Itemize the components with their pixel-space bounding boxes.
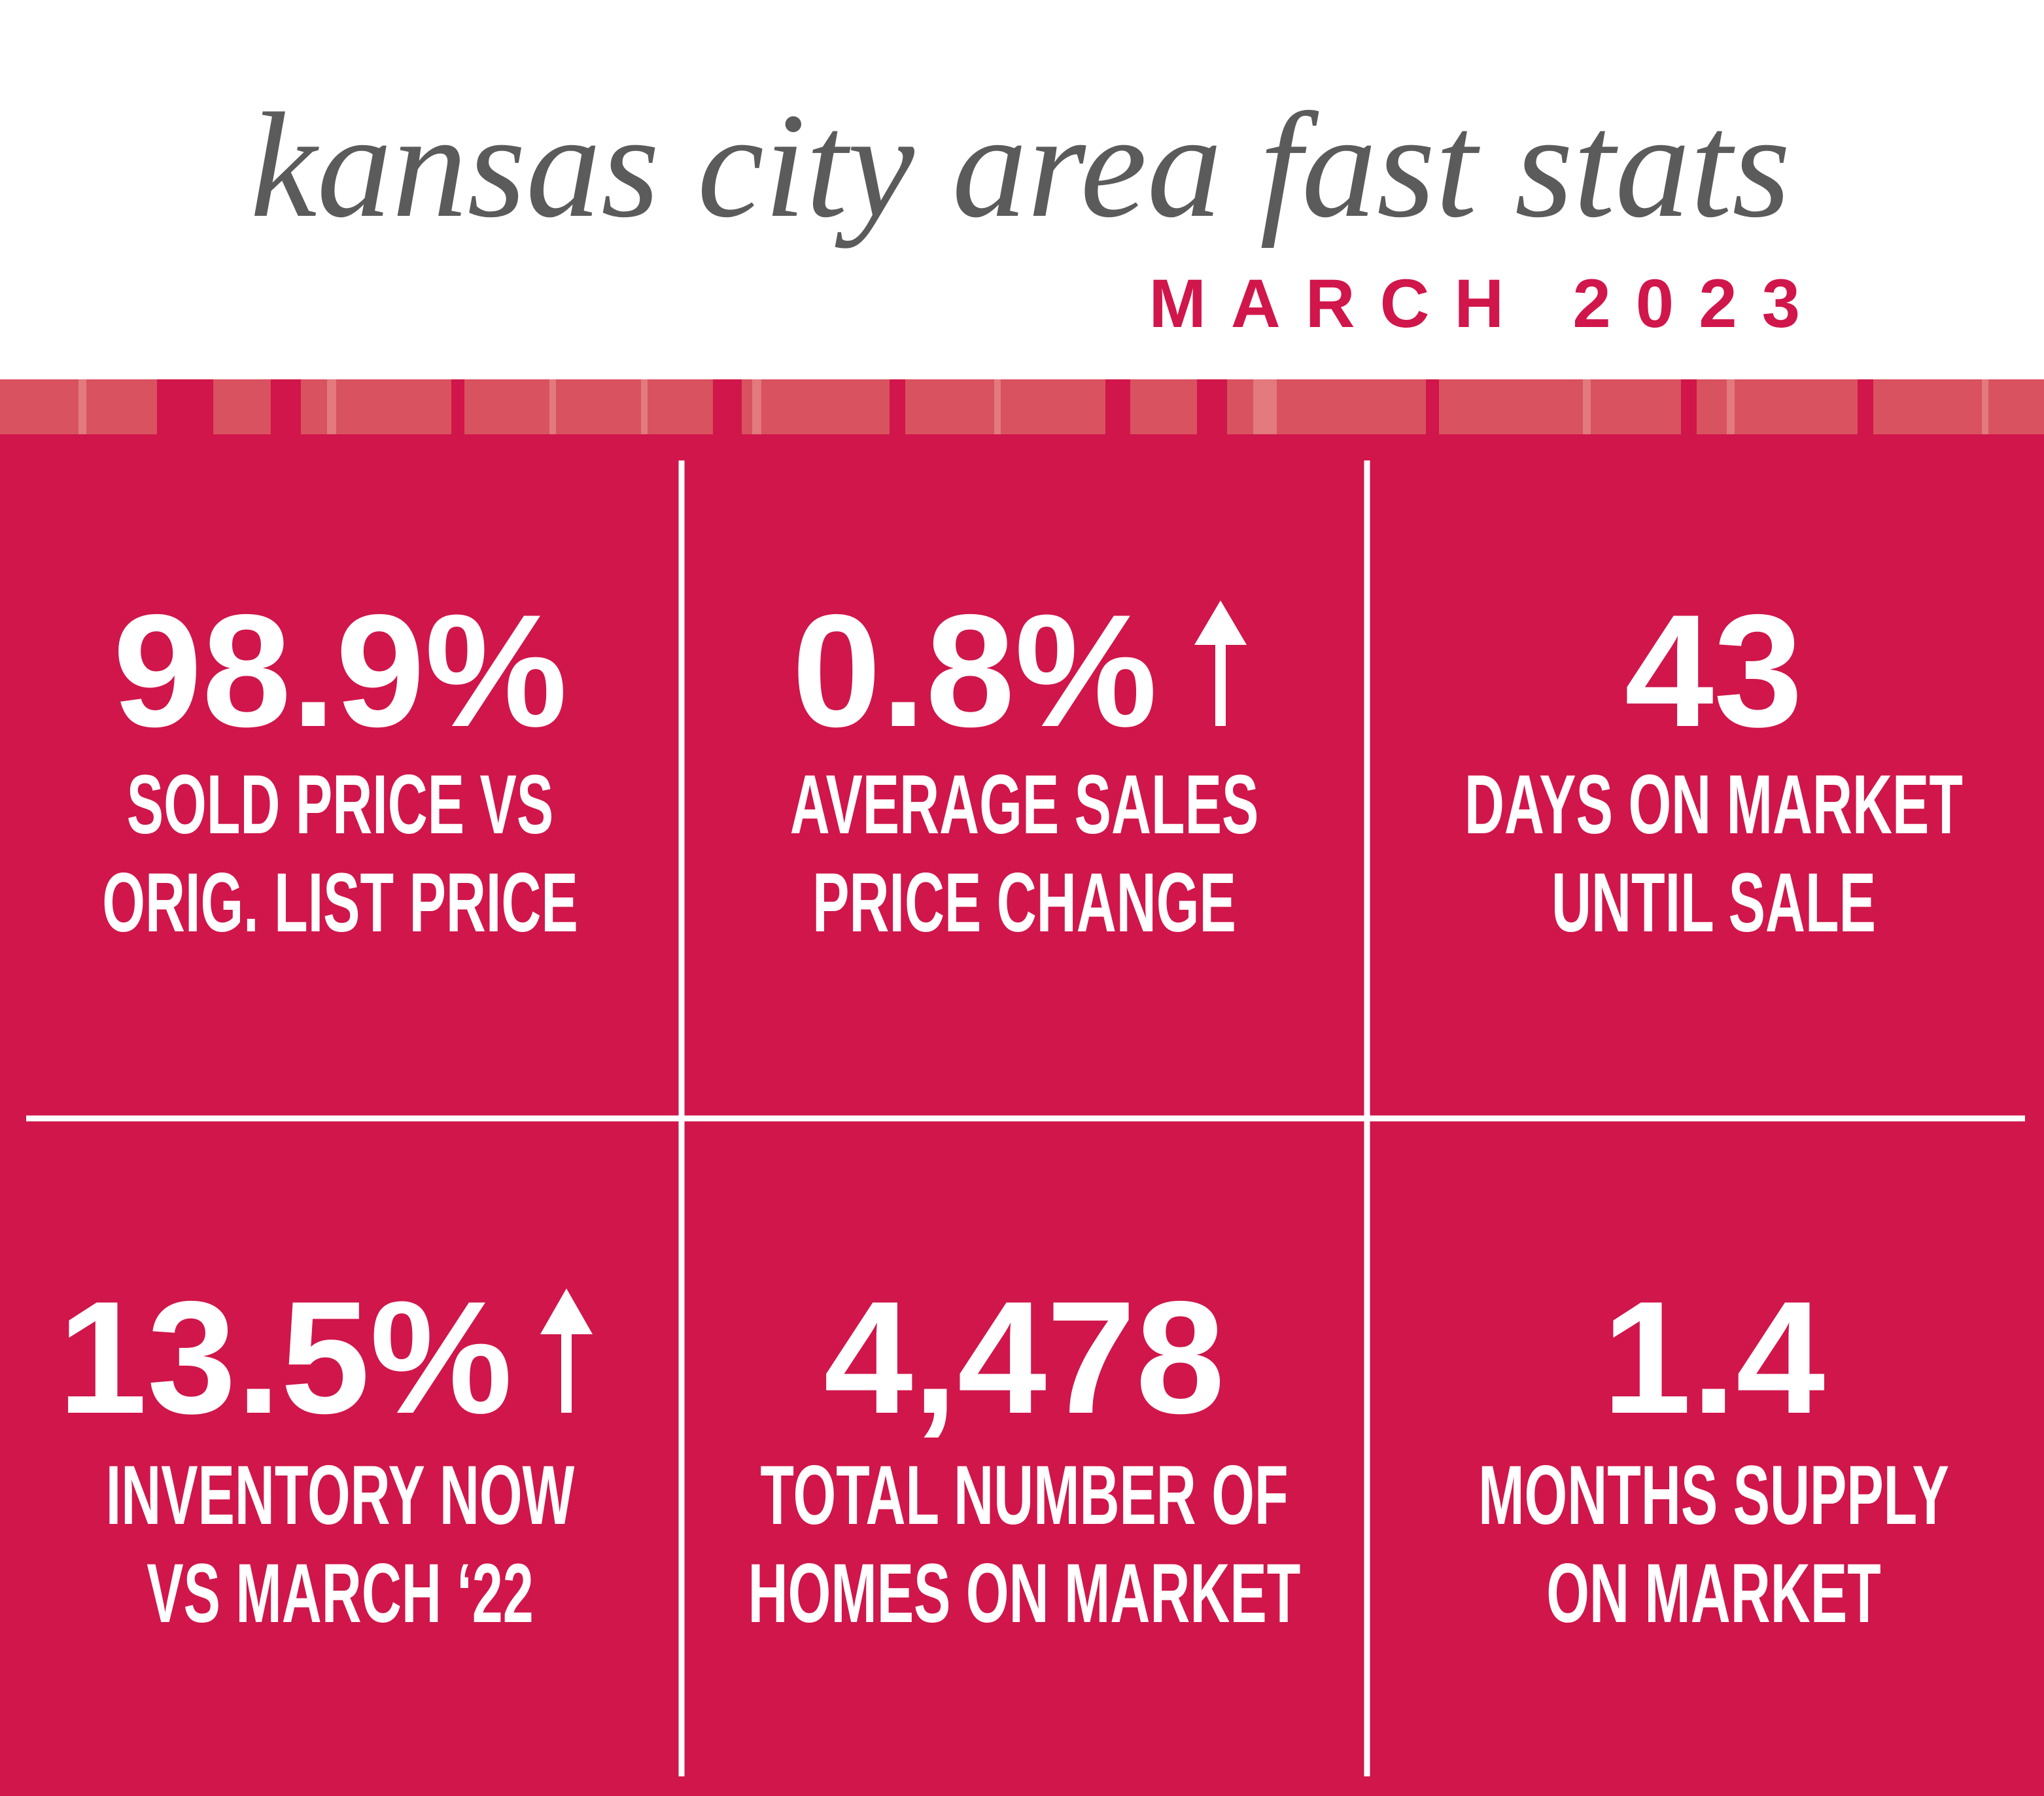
stripe-light	[641, 379, 648, 434]
stripe-light	[1253, 379, 1277, 434]
stat-label: DAYS ON MARKET	[1464, 757, 1963, 851]
up-arrow	[1194, 600, 1247, 726]
stat-label: PRICE CHANGE	[812, 855, 1236, 949]
stat-value: 0.8%	[792, 581, 1157, 760]
stat-value: 43	[1625, 581, 1803, 760]
stat-label: ORIG. LIST PRICE	[102, 855, 578, 949]
header-bg	[0, 0, 2044, 379]
stripe	[1439, 379, 1681, 434]
stripe-light	[1982, 379, 1988, 434]
up-arrow	[540, 1288, 593, 1413]
stat-value: 4,478	[823, 1268, 1224, 1447]
stripe	[742, 379, 890, 434]
stat-label: INVENTORY NOW	[106, 1448, 575, 1542]
stat-label: ON MARKET	[1546, 1546, 1881, 1640]
stripe-light	[1727, 379, 1735, 434]
stat-label: MONTHS SUPPLY	[1478, 1448, 1949, 1542]
stat-label: SOLD PRICE VS	[127, 757, 553, 851]
stripe	[1873, 379, 2044, 434]
subtitle: MARCH 2023	[1149, 266, 1825, 342]
stats-bg	[0, 379, 2044, 1796]
title: kansas city area fast stats	[250, 82, 1790, 249]
stripe-band	[0, 379, 2044, 434]
stripe-light	[1583, 379, 1591, 434]
stripe-light	[994, 379, 1001, 434]
stripe-light	[752, 379, 761, 434]
stat-value: 13.5%	[58, 1268, 513, 1447]
stat-label: TOTAL NUMBER OF	[760, 1448, 1288, 1542]
stripe-light	[327, 379, 336, 434]
stat-value: 1.4	[1602, 1268, 1826, 1447]
stat-label: UNTIL SALE	[1551, 855, 1876, 949]
stripe	[1697, 379, 1858, 434]
stripe-light	[78, 379, 86, 434]
stripe	[1130, 379, 1197, 434]
stat-label: HOMES ON MARKET	[748, 1546, 1301, 1640]
stripe	[213, 379, 271, 434]
stat-label: VS MARCH ‘22	[147, 1546, 533, 1640]
stat-label: AVERAGE SALES	[790, 757, 1259, 851]
stripe	[905, 379, 1105, 434]
stripe-light	[549, 379, 556, 434]
stripe	[301, 379, 451, 434]
stat-value: 98.9%	[113, 581, 568, 760]
stripe	[464, 379, 713, 434]
